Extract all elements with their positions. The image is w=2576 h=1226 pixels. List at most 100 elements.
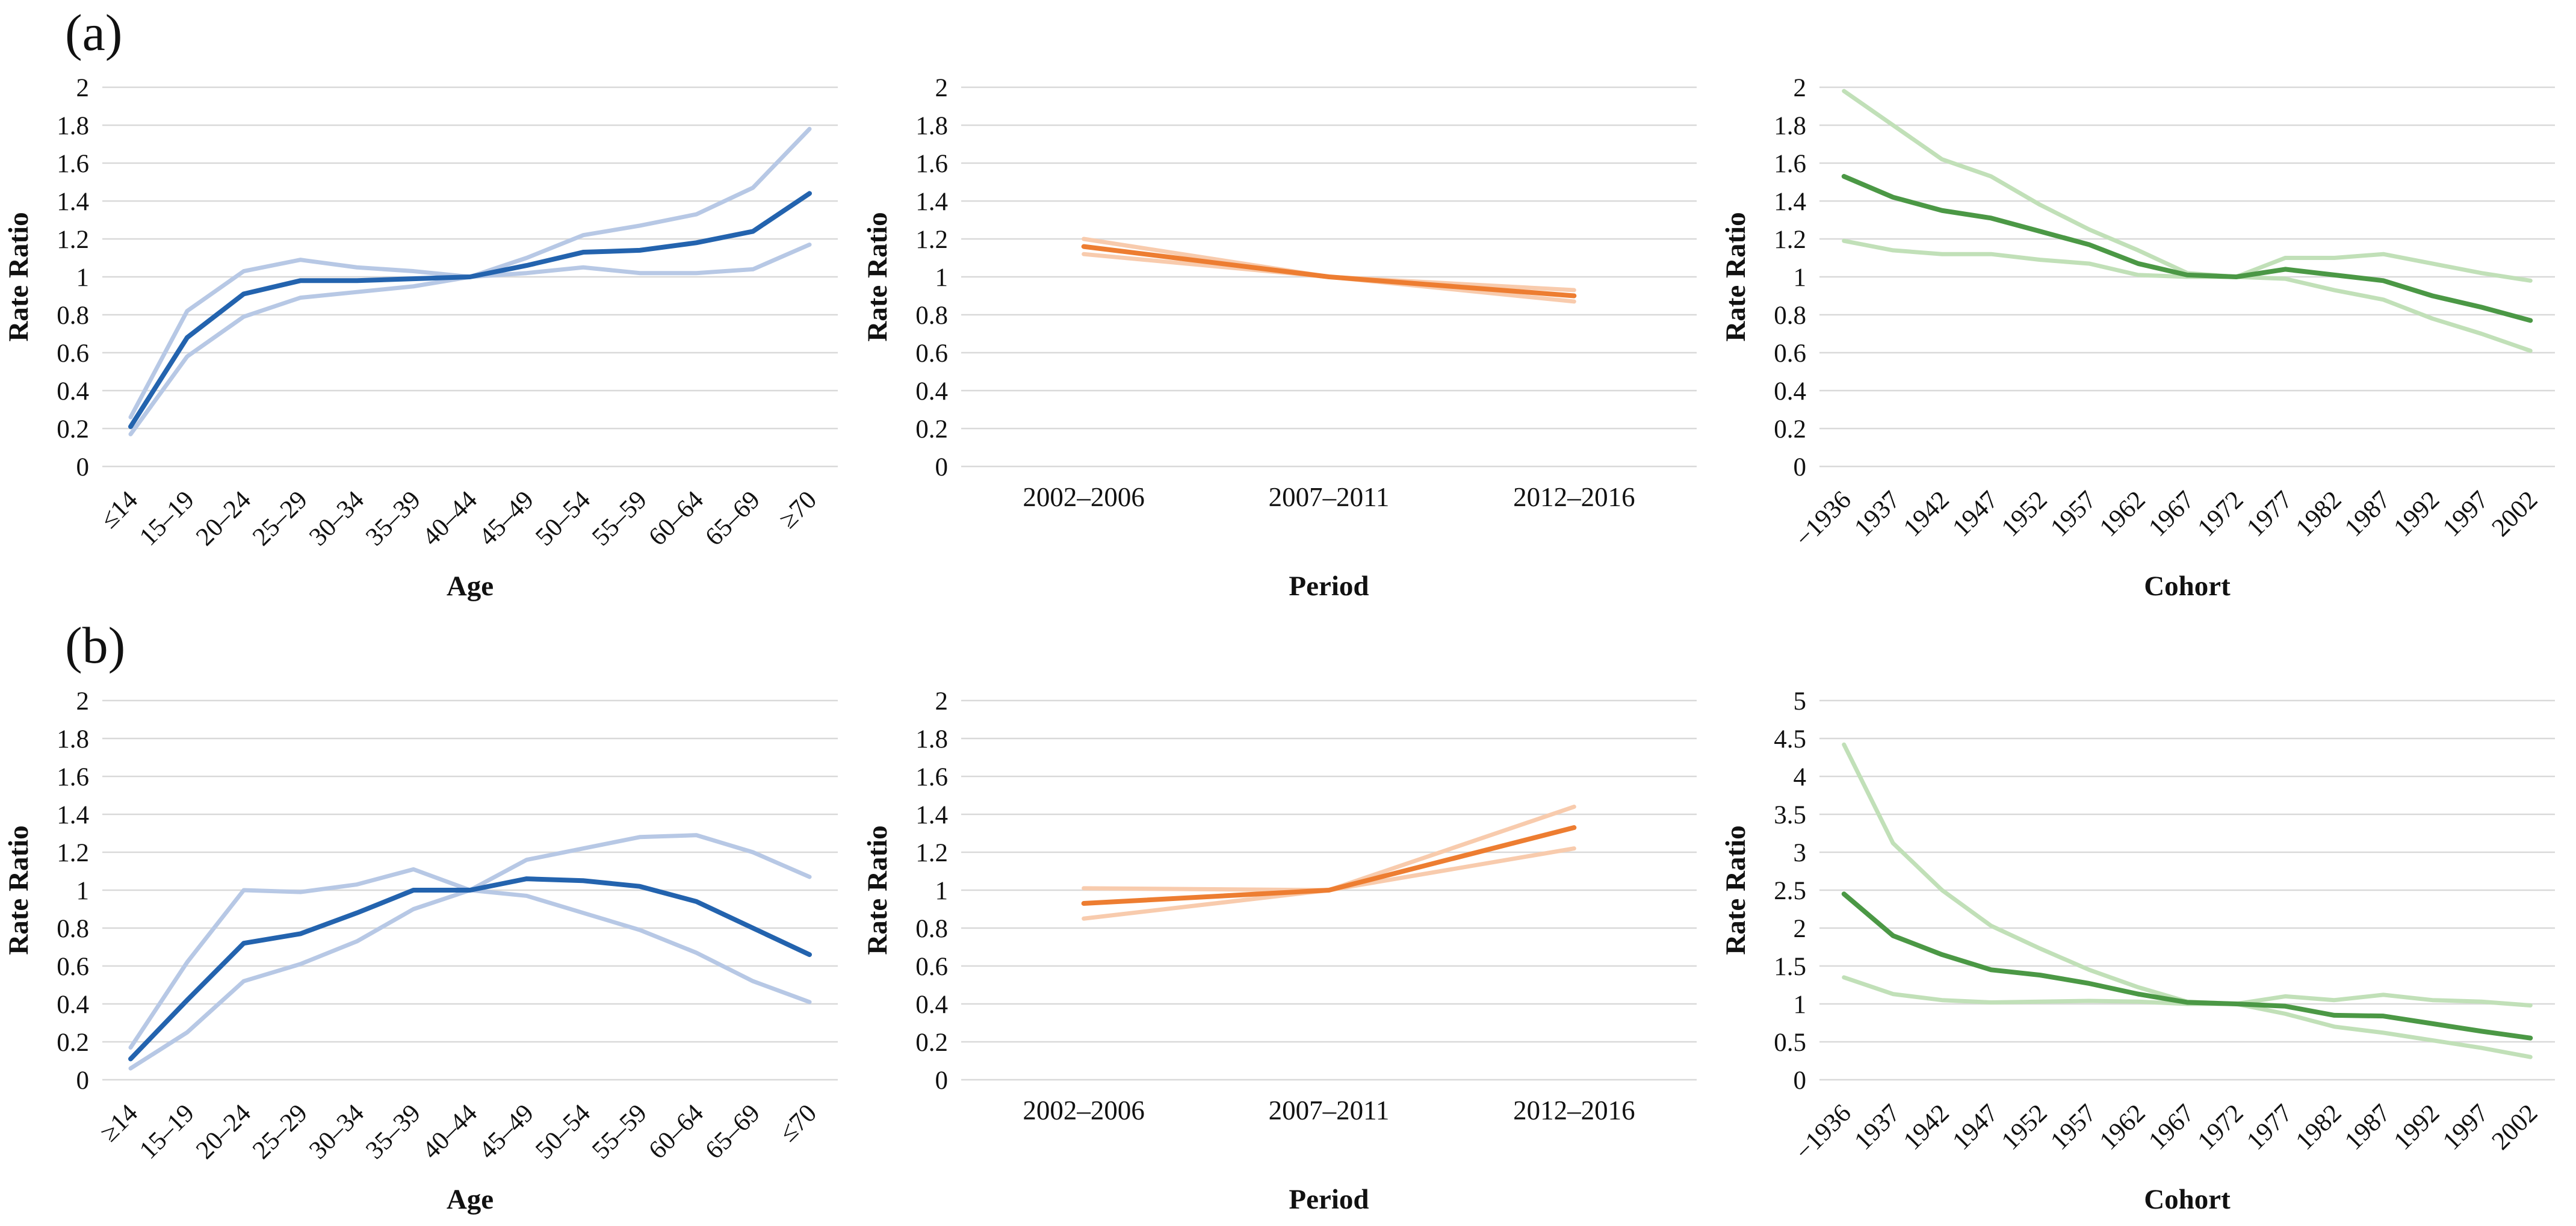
y-tick-label: 0.4 (57, 377, 89, 406)
x-tick-label: 1962 (2095, 1099, 2151, 1156)
estimate-line (1841, 174, 2533, 323)
x-tick-label: −1936 (1790, 1099, 1857, 1166)
x-tick-label: 15–19 (134, 486, 200, 551)
y-tick-label: 0.4 (57, 991, 89, 1019)
y-tick-label: 1.6 (915, 150, 948, 178)
x-tick-label: 55–59 (587, 486, 652, 551)
age-effect-chart-b: 0 0.2 0.4 0.6 0.8 1 1.2 1.4 1.6 1.8 2 ≥1415–1920–24… (3, 687, 838, 1215)
y-tick-label: 0 (76, 453, 90, 481)
x-tick-label: 2012–2016 (1513, 482, 1635, 512)
estimate-line (128, 191, 812, 429)
y-axis-title: Rate Ratio (862, 825, 893, 955)
x-tick-label: 55–59 (587, 1099, 652, 1165)
x-tick-label: ≥70 (774, 486, 822, 534)
y-tick-label: 1.4 (915, 188, 948, 216)
y-tick-label: 1.8 (915, 725, 948, 754)
y-tick-label: 1 (76, 877, 90, 905)
y-tick-label: 0.8 (915, 302, 948, 330)
y-tick-label: 0.2 (57, 1029, 89, 1057)
x-tick-label: 50–54 (530, 1099, 596, 1165)
x-tick-label: ≤14 (95, 486, 143, 534)
y-tick-label: 0 (76, 1067, 90, 1095)
y-tick-label: 0.2 (915, 415, 948, 444)
x-tick-label: 60–64 (643, 1099, 709, 1165)
y-tick-label: 0.4 (915, 377, 948, 406)
x-tick-label: 60–64 (643, 486, 709, 551)
y-tick-label: 0 (935, 1067, 949, 1095)
y-tick-label: 1.2 (57, 226, 89, 254)
panel-a-label: (a) (65, 4, 123, 61)
x-tick-label: 40–44 (417, 1099, 483, 1165)
x-tick-label: 1992 (2388, 486, 2445, 542)
estimate-line (128, 876, 812, 1062)
y-tick-label: 1 (935, 264, 949, 292)
x-axis-title: Cohort (2144, 1184, 2231, 1215)
y-axis-title: Rate Ratio (862, 212, 893, 341)
y-tick-label: 0.6 (57, 339, 89, 368)
y-tick-label: 1.8 (915, 112, 948, 140)
x-tick-label: 1987 (2339, 486, 2396, 542)
x-tick-label: 45–49 (474, 1099, 539, 1165)
y-axis-title: Rate Ratio (1720, 212, 1751, 341)
x-tick-label: 65–69 (700, 1099, 766, 1165)
period-effect-chart-a: 0 0.2 0.4 0.6 0.8 1 1.2 1.4 1.6 1.8 2 2002–2006 2007… (862, 74, 1697, 602)
y-tick-label: 1 (76, 264, 90, 292)
x-axis-title: Period (1289, 571, 1369, 602)
x-tick-label: 1977 (2241, 486, 2298, 542)
x-tick-label: 40–44 (417, 486, 483, 551)
y-tick-label: 0.4 (1774, 377, 1806, 406)
x-tick-label: 2012–2016 (1513, 1095, 1635, 1125)
y-tick-label: 1.5 (1774, 953, 1806, 981)
y-tick-label: 1 (1794, 991, 1807, 1019)
x-tick-label: 1942 (1898, 1099, 1955, 1156)
y-tick-label: 1.2 (1774, 226, 1806, 254)
x-axis-title: Cohort (2144, 571, 2231, 602)
y-tick-label: 1.4 (57, 801, 89, 829)
x-tick-label: ≤70 (774, 1099, 822, 1147)
y-axis-title: Rate Ratio (1720, 825, 1751, 955)
x-tick-label: 1937 (1849, 1099, 1906, 1156)
estimate-line (1841, 891, 2533, 1041)
cohort-effect-chart-a: 0 0.2 0.4 0.6 0.8 1 1.2 1.4 1.6 1.8 2 −193619371942… (1720, 74, 2555, 602)
y-tick-label: 1.4 (57, 188, 89, 216)
y-axis-title: Rate Ratio (3, 212, 34, 341)
y-tick-label: 2 (935, 74, 949, 102)
x-tick-label: 1987 (2339, 1099, 2396, 1156)
x-tick-label: 30–34 (304, 1099, 370, 1165)
x-tick-label: 2002–2006 (1023, 1095, 1145, 1125)
y-tick-label: 0.8 (57, 302, 89, 330)
x-tick-label: 1942 (1898, 486, 1955, 542)
y-tick-label: 1.8 (57, 112, 89, 140)
x-tick-label: 1972 (2192, 486, 2249, 542)
y-tick-label: 2 (1794, 915, 1807, 943)
y-tick-label: 1.8 (57, 725, 89, 754)
x-tick-label: 50–54 (530, 486, 596, 551)
y-tick-label: 1.6 (57, 150, 89, 178)
y-tick-label: 0.2 (1774, 415, 1806, 444)
x-tick-label: 1962 (2095, 486, 2151, 542)
x-tick-label: 2002–2006 (1023, 482, 1145, 512)
y-tick-label: 0.6 (915, 339, 948, 368)
y-tick-label: 2 (1794, 74, 1807, 102)
x-tick-label: 1997 (2438, 1099, 2494, 1156)
lower-ci-line (1082, 846, 1576, 921)
x-tick-label: 1972 (2192, 1099, 2249, 1156)
y-tick-label: 1 (935, 877, 949, 905)
cohort-effect-chart-b: 00.511.522.533.544.55−193619371942194719… (1720, 687, 2555, 1215)
y-tick-label: 2 (76, 687, 90, 716)
x-tick-label: 1992 (2388, 1099, 2445, 1156)
y-tick-label: 2 (76, 74, 90, 102)
y-tick-label: 0.6 (57, 953, 89, 981)
y-tick-label: 0.2 (57, 415, 89, 444)
x-tick-label: 1937 (1849, 486, 1906, 542)
y-tick-label: 3 (1794, 839, 1807, 867)
y-tick-label: 0.4 (915, 991, 948, 1019)
x-tick-label: 25–29 (247, 486, 313, 551)
upper-ci-line (1082, 237, 1576, 293)
x-tick-label: 1947 (1947, 1099, 2004, 1156)
estimate-line (1081, 244, 1577, 299)
y-tick-label: 1.6 (1774, 150, 1806, 178)
y-tick-label: 4 (1794, 763, 1807, 791)
y-tick-label: 0.2 (915, 1029, 948, 1057)
